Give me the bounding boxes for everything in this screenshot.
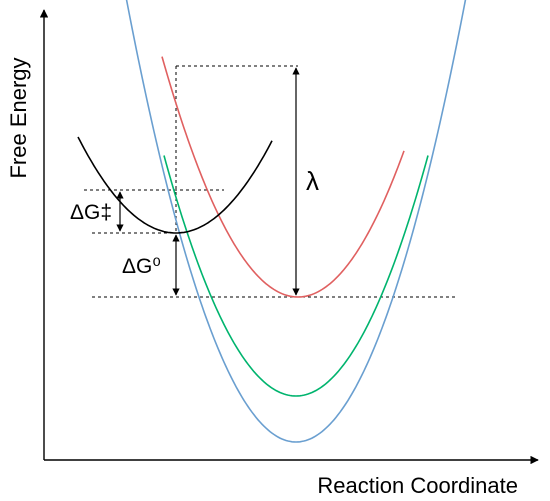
curve-product-red: [161, 56, 405, 298]
curve-reactant: [77, 136, 273, 234]
curve-product-green: [163, 155, 429, 397]
lambda-label: λ: [306, 166, 319, 196]
delta-g0-label: ΔG⁰: [122, 255, 161, 278]
x-axis-label: Reaction Coordinate: [317, 473, 518, 498]
curve-product-blue: [125, 0, 467, 443]
reference-lines: [84, 65, 458, 298]
y-axis-label: Free Energy: [6, 57, 31, 178]
delta-g-dagger-label: ΔG‡: [70, 201, 112, 224]
